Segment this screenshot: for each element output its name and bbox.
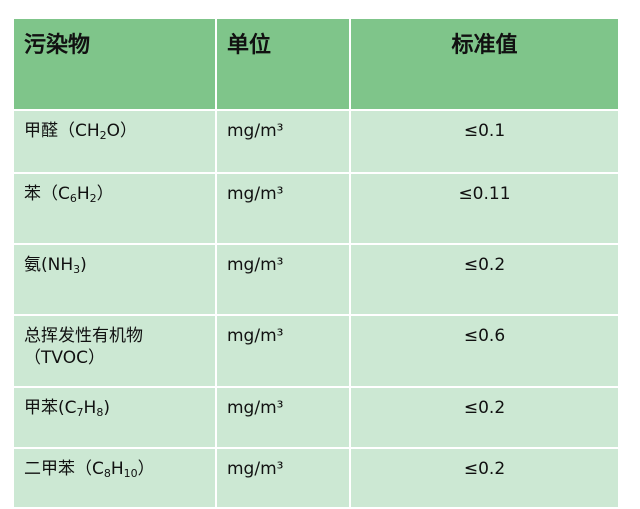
standard-value: ≤0.2	[349, 386, 620, 449]
standard-value: ≤0.11	[349, 172, 620, 245]
pollutant-name: 苯（C6H2）	[12, 172, 217, 245]
subscript: 8	[96, 406, 104, 419]
pollutant-name: 甲苯(C7H8)	[12, 386, 217, 449]
standard-value: ≤0.2	[349, 243, 620, 316]
subscript: 2	[89, 192, 97, 205]
name-text: （TVOC）	[24, 348, 105, 368]
name-text: ）	[96, 184, 114, 204]
pollutant-standards-table: 污染物 单位 标准值 甲醛（CH2O） mg/m³ ≤0.1 苯（C6H2） m…	[12, 17, 620, 509]
subscript: 2	[99, 129, 107, 142]
name-text: )	[103, 398, 110, 418]
name-text: 氨(NH	[24, 255, 74, 275]
name-text: 甲苯(C	[24, 398, 77, 418]
unit: mg/m³	[215, 386, 351, 449]
header-pollutant: 污染物	[12, 17, 217, 111]
name-text: ）	[137, 459, 155, 479]
unit: mg/m³	[215, 243, 351, 316]
name-text: H	[83, 398, 97, 418]
subscript: 3	[73, 263, 81, 276]
pollutant-name: 总挥发性有机物 （TVOC）	[12, 314, 217, 388]
pollutant-name: 二甲苯（C8H10）	[12, 447, 217, 509]
name-text: H	[76, 184, 90, 204]
unit: mg/m³	[215, 109, 351, 174]
pollutant-name: 甲醛（CH2O）	[12, 109, 217, 174]
header-standard-value: 标准值	[349, 17, 620, 111]
unit: mg/m³	[215, 172, 351, 245]
table-row: 总挥发性有机物 （TVOC） mg/m³ ≤0.6	[12, 314, 620, 388]
subscript: 10	[123, 467, 138, 480]
header-unit: 单位	[215, 17, 351, 111]
unit: mg/m³	[215, 314, 351, 388]
standard-value: ≤0.6	[349, 314, 620, 388]
name-text: )	[80, 255, 87, 275]
name-text: H	[110, 459, 124, 479]
name-text: O）	[106, 121, 138, 141]
pollutant-name: 氨(NH3)	[12, 243, 217, 316]
subscript: 8	[103, 467, 111, 480]
table-row: 苯（C6H2） mg/m³ ≤0.11	[12, 172, 620, 245]
name-text: 甲醛（CH	[24, 121, 100, 141]
table-row: 氨(NH3) mg/m³ ≤0.2	[12, 243, 620, 316]
header-row: 污染物 单位 标准值	[12, 17, 620, 111]
standard-value: ≤0.1	[349, 109, 620, 174]
table-row: 甲苯(C7H8) mg/m³ ≤0.2	[12, 386, 620, 449]
subscript: 7	[76, 406, 84, 419]
standard-value: ≤0.2	[349, 447, 620, 509]
unit: mg/m³	[215, 447, 351, 509]
table-row: 甲醛（CH2O） mg/m³ ≤0.1	[12, 109, 620, 174]
name-text: 苯（C	[24, 184, 70, 204]
name-text: 二甲苯（C	[24, 459, 104, 479]
name-text: 总挥发性有机物	[24, 326, 143, 346]
table-row: 二甲苯（C8H10） mg/m³ ≤0.2	[12, 447, 620, 509]
subscript: 6	[69, 192, 77, 205]
